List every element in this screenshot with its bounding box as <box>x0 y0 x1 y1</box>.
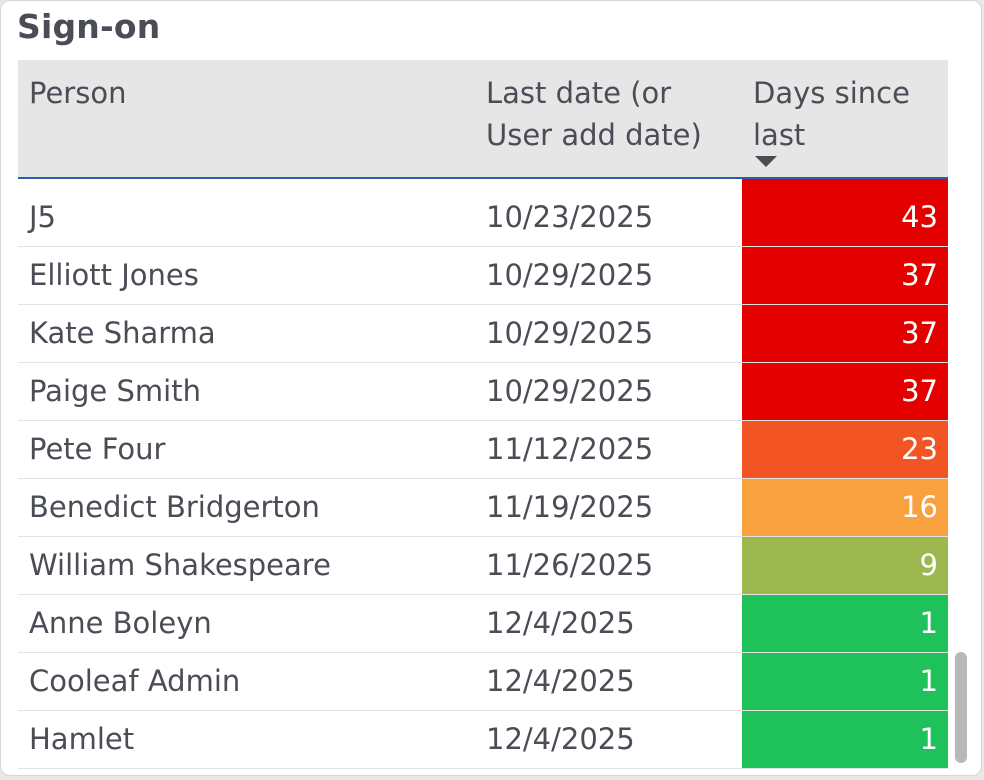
cell-last-date: 10/23/2025 <box>486 200 654 234</box>
cell-days-since-last: 37 <box>742 247 948 304</box>
cell-person: Paige Smith <box>29 374 201 408</box>
cell-person: Hamlet <box>29 722 135 756</box>
cell-days-since-last: 37 <box>742 305 948 362</box>
cell-person: Pete Four <box>29 432 166 466</box>
days-color-strip-top <box>742 179 948 189</box>
table-row[interactable]: Benedict Bridgerton 11/19/2025 16 <box>18 479 948 537</box>
cell-last-date: 12/4/2025 <box>486 664 635 698</box>
cell-person: Anne Boleyn <box>29 606 212 640</box>
cell-days-since-last: 9 <box>742 537 948 594</box>
column-header-person[interactable]: Person <box>29 76 127 110</box>
cell-person: Benedict Bridgerton <box>29 490 320 524</box>
table-row[interactable]: Kate Sharma 10/29/2025 37 <box>18 305 948 363</box>
table-header: Person Last date (or User add date) Days… <box>18 60 948 179</box>
cell-person: Kate Sharma <box>29 316 216 350</box>
cell-days-since-last: 1 <box>742 711 948 768</box>
table-row[interactable]: Pete Four 11/12/2025 23 <box>18 421 948 479</box>
sort-descending-icon[interactable] <box>755 156 777 167</box>
cell-person: Elliott Jones <box>29 258 199 292</box>
table-row[interactable]: Anne Boleyn 12/4/2025 1 <box>18 595 948 653</box>
table-row[interactable]: Cooleaf Admin 12/4/2025 1 <box>18 653 948 711</box>
cell-last-date: 10/29/2025 <box>486 258 654 292</box>
cell-days-since-last: 16 <box>742 479 948 536</box>
table-row[interactable]: J5 10/23/2025 43 <box>18 189 948 247</box>
cell-last-date: 10/29/2025 <box>486 374 654 408</box>
cell-last-date: 12/4/2025 <box>486 606 635 640</box>
table-row[interactable]: William Shakespeare 11/26/2025 9 <box>18 537 948 595</box>
cell-last-date: 11/26/2025 <box>486 548 654 582</box>
card-title: Sign-on <box>17 7 161 46</box>
table-row[interactable]: Paige Smith 10/29/2025 37 <box>18 363 948 421</box>
cell-last-date: 12/4/2025 <box>486 722 635 756</box>
cell-last-date: 11/19/2025 <box>486 490 654 524</box>
cell-person: William Shakespeare <box>29 548 331 582</box>
cell-days-since-last: 37 <box>742 363 948 420</box>
scrollbar-thumb[interactable] <box>955 652 967 763</box>
cell-last-date: 10/29/2025 <box>486 316 654 350</box>
table-row[interactable]: Elliott Jones 10/29/2025 37 <box>18 247 948 305</box>
cell-days-since-last: 1 <box>742 653 948 710</box>
table-row[interactable]: Hamlet 12/4/2025 1 <box>18 711 948 769</box>
table-body: J5 10/23/2025 43 Elliott Jones 10/29/2025 37 K… <box>18 179 948 775</box>
cell-person: J5 <box>29 200 57 234</box>
cell-days-since-last: 43 <box>742 189 948 246</box>
cell-days-since-last: 1 <box>742 595 948 652</box>
column-header-days-since-last[interactable]: Days since last <box>753 76 910 152</box>
cell-person: Cooleaf Admin <box>29 664 241 698</box>
cell-days-since-last: 23 <box>742 421 948 478</box>
column-header-last-date[interactable]: Last date (or User add date) <box>486 76 702 152</box>
cell-last-date: 11/12/2025 <box>486 432 654 466</box>
